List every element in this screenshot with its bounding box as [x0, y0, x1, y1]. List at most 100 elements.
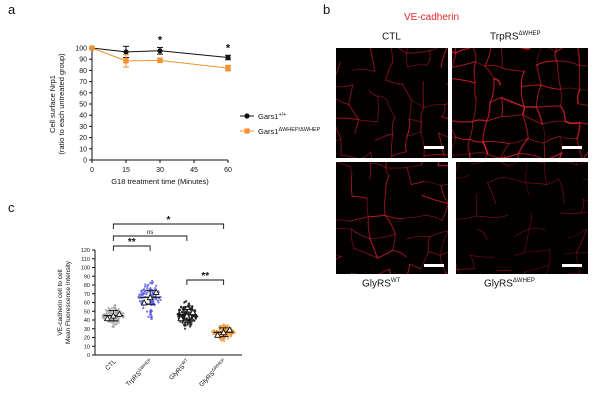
scatter-point: [152, 301, 155, 304]
cell-border: [579, 89, 588, 91]
cell-border: [484, 65, 495, 80]
scatter-point: [159, 298, 162, 302]
cell-border: [369, 48, 376, 72]
cell-border: [445, 271, 447, 274]
y-tick-label: 10: [79, 146, 87, 153]
cell-border: [367, 214, 386, 218]
cell-border: [440, 183, 448, 187]
micrograph-label-ctl: CTL: [382, 31, 401, 43]
cell-border: [361, 151, 372, 158]
chart-nrp1-timecourse: 0 10 20 30 40 50 60 70 80 90 100 0 15 30 45 60 G18 treat…: [48, 34, 321, 186]
scatter-point: [154, 286, 157, 290]
cell-border: [469, 254, 495, 258]
cell-border: [428, 230, 448, 238]
cell-border: [409, 263, 422, 270]
cell-border: [583, 151, 588, 158]
scatter-point: [142, 288, 145, 292]
scatter-point: [222, 339, 226, 342]
cell-border: [554, 51, 558, 62]
cell-border: [524, 271, 526, 274]
cell-border: [370, 151, 373, 158]
data-point: [225, 54, 231, 61]
cell-border: [469, 152, 489, 155]
cell-border: [391, 249, 407, 258]
y-tick-label: 80: [79, 68, 87, 75]
cell-border: [491, 214, 509, 219]
scatter-point: [212, 332, 215, 336]
cell-border: [336, 219, 351, 222]
scatter-point: [117, 308, 120, 311]
cell-border: [446, 83, 448, 85]
cell-border: [391, 151, 408, 157]
scatter-point: [151, 294, 154, 298]
cell-border: [420, 162, 423, 166]
cell-border: [527, 48, 532, 50]
scatter-point: [117, 321, 120, 324]
data-point: [157, 57, 163, 63]
cell-border: [407, 64, 428, 68]
series-line: [91, 47, 229, 59]
scatter-point: [110, 307, 114, 310]
comparison-bracket: [186, 279, 225, 285]
scatter-point: [179, 320, 182, 323]
y-tick-label: 40: [79, 113, 87, 120]
scatter-point: [186, 321, 189, 325]
cell-border: [524, 264, 550, 273]
cell-border: [350, 273, 359, 274]
y-tick-label: 30: [84, 327, 90, 333]
cell-border: [423, 181, 442, 186]
scatter-point: [143, 285, 146, 288]
cell-border: [528, 227, 546, 231]
cell-border: [484, 65, 502, 69]
cell-border: [351, 69, 376, 72]
scatter-point: [137, 296, 140, 299]
y-tick-label: 70: [79, 79, 87, 86]
category-label: GlyRSWT: [167, 357, 191, 381]
cell-border: [369, 89, 379, 97]
cell-border: [336, 139, 342, 141]
cell-border: [336, 255, 342, 260]
cell-border: [501, 97, 503, 118]
replicate-mean-marker: [140, 298, 148, 306]
cell-border: [443, 154, 448, 156]
scatter-point: [112, 306, 115, 309]
scatter-point: [179, 305, 183, 308]
cell-border: [369, 162, 372, 180]
cell-border: [575, 252, 581, 274]
y-tick-label: 20: [79, 135, 87, 142]
replicate-mean-marker: [226, 326, 234, 333]
series-line: [91, 47, 229, 69]
y-tick-label: 10: [84, 344, 90, 350]
cell-border: [350, 272, 352, 274]
cell-border: [527, 138, 545, 144]
comparison-label: **: [201, 271, 209, 282]
cell-border: [391, 116, 396, 135]
scatter-point: [111, 324, 114, 327]
cell-border: [397, 48, 407, 54]
scatter-point: [193, 319, 196, 322]
cell-border: [564, 120, 581, 125]
cell-border: [525, 182, 529, 195]
cell-border: [487, 182, 496, 204]
cell-border: [438, 132, 445, 156]
cell-border: [567, 229, 587, 239]
scatter-point: [191, 305, 194, 308]
cell-border: [377, 95, 388, 101]
scatter-point: [140, 291, 143, 294]
cell-border: [440, 48, 448, 68]
scatter-point: [215, 329, 218, 332]
cell-border: [366, 197, 369, 218]
cell-border: [560, 89, 562, 107]
scatter-point: [147, 283, 150, 286]
cell-border: [390, 155, 393, 158]
cell-border: [582, 178, 588, 181]
scale-bar: [424, 264, 444, 267]
scatter-point: [188, 321, 192, 324]
replicate-mean-marker: [183, 312, 191, 319]
scatter-point: [115, 323, 118, 326]
category-label: CTL: [104, 358, 118, 372]
cell-border: [475, 193, 478, 217]
replicate-mean-marker: [214, 331, 222, 338]
y-tick-label: 100: [81, 266, 90, 272]
cell-border: [536, 48, 542, 66]
